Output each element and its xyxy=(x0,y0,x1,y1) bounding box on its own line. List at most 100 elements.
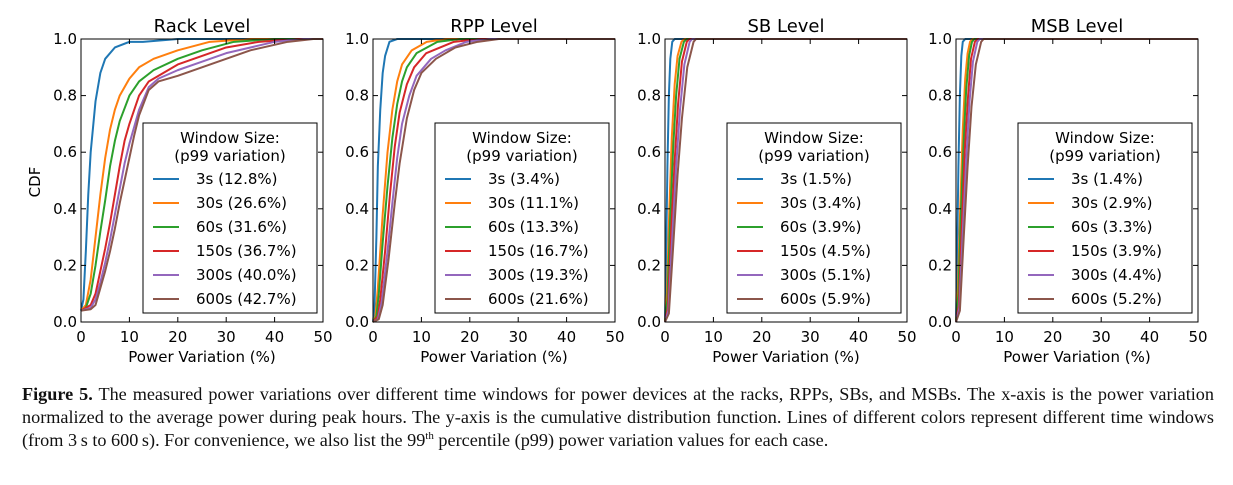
legend: Window Size:(p99 variation) 3s (12.8%) 30s… xyxy=(142,122,318,314)
series-line-300s xyxy=(80,38,323,312)
y-tick-label: 0.6 xyxy=(637,143,661,161)
y-tick-label: 0.8 xyxy=(637,87,661,105)
x-tick-label: 0 xyxy=(660,328,670,346)
legend-subtitle: (p99 variation) xyxy=(466,147,577,165)
series-line-60s xyxy=(955,38,1198,323)
x-tick-label: 40 xyxy=(265,328,284,346)
x-tick-label: 50 xyxy=(605,328,624,346)
legend-label-60s: 60s (13.3%) xyxy=(488,218,579,236)
y-tick-label: 0.0 xyxy=(637,313,661,331)
legend-label-30s: 30s (3.4%) xyxy=(780,194,861,212)
caption-text: The measured power variations over diffe… xyxy=(22,384,1214,450)
series-line-30s xyxy=(372,38,615,323)
x-tick-label: 40 xyxy=(849,328,868,346)
x-axis-label: Power Variation (%) xyxy=(712,348,859,366)
x-tick-label: 20 xyxy=(752,328,771,346)
x-axis-label: Power Variation (%) xyxy=(1003,348,1150,366)
series-line-60s xyxy=(80,38,323,312)
legend-subtitle: (p99 variation) xyxy=(758,147,869,165)
y-tick-label: 0.6 xyxy=(928,143,952,161)
series-line-600s xyxy=(664,38,907,323)
x-tick-label: 30 xyxy=(509,328,528,346)
legend-label-300s: 300s (5.1%) xyxy=(780,266,871,284)
y-tick-label: 0.0 xyxy=(53,313,77,331)
legend-box xyxy=(142,122,318,314)
legend-label-300s: 300s (19.3%) xyxy=(488,266,589,284)
legend-label-30s: 30s (26.6%) xyxy=(196,194,287,212)
x-tick-label: 10 xyxy=(995,328,1014,346)
x-tick-label: 20 xyxy=(168,328,187,346)
chart-panel: Rack Level 0 10 20 30 40 50 0.0 0.2 0.4 0.6 0.8 1.0 P… xyxy=(26,16,333,366)
series-group xyxy=(372,38,615,323)
legend-box xyxy=(1017,122,1193,314)
series-group xyxy=(80,38,323,312)
y-tick-label: 0.2 xyxy=(53,256,77,274)
legend-box xyxy=(726,122,902,314)
legend-label-60s: 60s (3.3%) xyxy=(1071,218,1152,236)
y-tick-label: 0.2 xyxy=(345,256,369,274)
y-tick-label: 0.0 xyxy=(928,313,952,331)
legend-label-150s: 150s (16.7%) xyxy=(488,242,589,260)
legend: Window Size:(p99 variation) 3s (3.4%) 30s … xyxy=(434,122,610,314)
legend: Window Size:(p99 variation) 3s (1.5%) 30s … xyxy=(726,122,902,314)
caption-text-end: percentile (p99) power variation values … xyxy=(433,430,829,450)
legend-box xyxy=(434,122,610,314)
x-tick-label: 30 xyxy=(217,328,236,346)
legend-label-600s: 600s (42.7%) xyxy=(196,290,297,308)
legend-label-600s: 600s (5.9%) xyxy=(780,290,871,308)
plot-frame xyxy=(664,38,908,323)
x-tick-label: 0 xyxy=(76,328,86,346)
chart-title: SB Level xyxy=(747,16,824,37)
y-axis-label: CDF xyxy=(26,167,44,198)
legend-title: Window Size: xyxy=(472,129,572,147)
legend-label-150s: 150s (3.9%) xyxy=(1071,242,1162,260)
legend-title: Window Size: xyxy=(1055,129,1155,147)
chart-panel: RPP Level 0 10 20 30 40 50 0.0 0.2 0.4 0.6 0.8 1.0 Po… xyxy=(345,16,624,366)
series-line-600s xyxy=(372,38,615,323)
x-tick-label: 50 xyxy=(313,328,332,346)
plot-frame xyxy=(955,38,1199,323)
legend-label-60s: 60s (3.9%) xyxy=(780,218,861,236)
x-tick-label: 20 xyxy=(1043,328,1062,346)
chart-title: Rack Level xyxy=(154,16,251,37)
x-tick-label: 10 xyxy=(120,328,139,346)
y-tick-label: 0.4 xyxy=(53,200,77,218)
series-line-150s xyxy=(80,38,323,312)
y-tick-label: 1.0 xyxy=(928,30,952,48)
plot-frame xyxy=(372,38,616,323)
legend-subtitle: (p99 variation) xyxy=(174,147,285,165)
x-axis-label: Power Variation (%) xyxy=(128,348,275,366)
series-line-300s xyxy=(372,38,615,323)
x-tick-label: 0 xyxy=(368,328,378,346)
legend-subtitle: (p99 variation) xyxy=(1049,147,1160,165)
y-tick-label: 0.8 xyxy=(345,87,369,105)
x-tick-label: 40 xyxy=(557,328,576,346)
x-tick-label: 50 xyxy=(1188,328,1207,346)
x-tick-label: 50 xyxy=(897,328,916,346)
legend-label-3s: 3s (1.4%) xyxy=(1071,170,1143,188)
caption-superscript: th xyxy=(425,430,434,442)
x-tick-label: 30 xyxy=(1092,328,1111,346)
y-tick-label: 0.6 xyxy=(53,143,77,161)
y-tick-label: 1.0 xyxy=(53,30,77,48)
series-line-600s xyxy=(955,38,1198,323)
legend-title: Window Size: xyxy=(764,129,864,147)
figure-caption: Figure 5. The measured power variations … xyxy=(22,383,1214,452)
plot-frame xyxy=(80,38,324,323)
y-tick-label: 0.8 xyxy=(53,87,77,105)
legend: Window Size:(p99 variation) 3s (1.4%) 30s … xyxy=(1017,122,1193,314)
chart-title: RPP Level xyxy=(450,16,537,37)
chart-panel: MSB Level 0 10 20 30 40 50 0.0 0.2 0.4 0.6 0.8 1.0 Po… xyxy=(928,16,1207,366)
x-tick-label: 10 xyxy=(412,328,431,346)
series-line-60s xyxy=(372,38,615,323)
x-tick-label: 30 xyxy=(801,328,820,346)
legend-title: Window Size: xyxy=(180,129,280,147)
x-tick-label: 10 xyxy=(704,328,723,346)
x-axis-label: Power Variation (%) xyxy=(420,348,567,366)
y-tick-label: 0.4 xyxy=(345,200,369,218)
series-line-3s xyxy=(372,38,615,323)
legend-label-300s: 300s (4.4%) xyxy=(1071,266,1162,284)
y-tick-label: 0.4 xyxy=(637,200,661,218)
y-tick-label: 0.0 xyxy=(345,313,369,331)
legend-label-3s: 3s (1.5%) xyxy=(780,170,852,188)
